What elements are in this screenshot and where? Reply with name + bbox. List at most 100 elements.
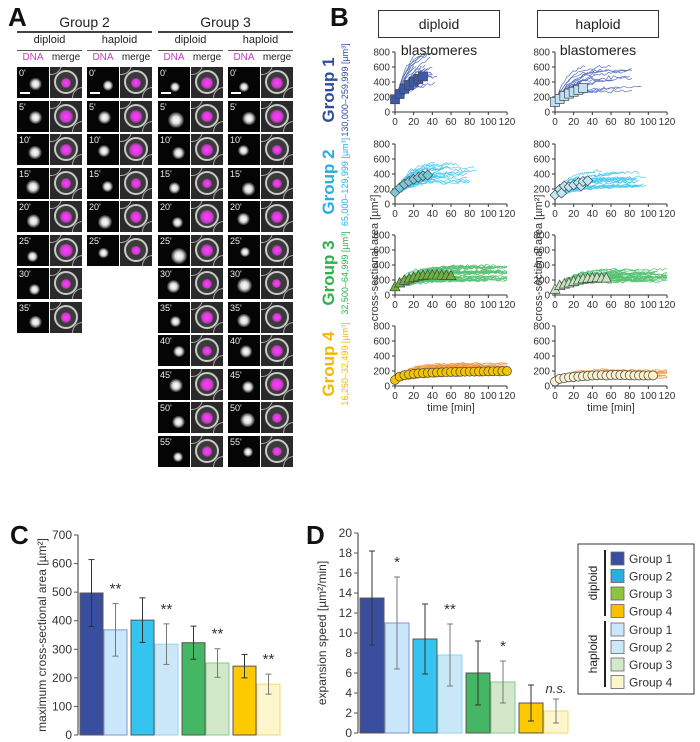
merge-image-tile: [191, 167, 223, 199]
nucleus-signal: [167, 279, 181, 293]
error-bar: [139, 597, 146, 643]
x-tick-label: 40: [587, 300, 599, 311]
timepoint-label: 25': [230, 235, 242, 246]
growth-plot: 0 200 400 600 800 0 20 40 60 80 100 120: [533, 140, 675, 221]
timepoint-label: 5': [19, 101, 26, 112]
dna-image-tile: 55': [158, 435, 190, 467]
dna-image-tile: 30': [228, 268, 260, 299]
nucleus-signal: [172, 146, 185, 160]
nucleus-signal: [98, 215, 112, 229]
error-bar: [163, 623, 170, 665]
nucleus-signal: [29, 315, 42, 328]
merge-image-tile: [261, 100, 293, 132]
merge-image-tile: [120, 167, 152, 199]
y-tick-label: 18: [339, 546, 353, 560]
x-tick-label: 60: [605, 391, 617, 402]
error-bar: [447, 623, 453, 687]
cell-outline: [195, 438, 219, 463]
dna-overlay: [271, 412, 283, 424]
timepoint-label: 55': [160, 436, 172, 447]
condition-underline: [158, 50, 223, 51]
y-tick-label: 800: [373, 140, 390, 151]
y-tick-label: 800: [373, 231, 390, 242]
nucleus-signal: [168, 182, 181, 194]
y-tick-label: 500: [52, 585, 72, 599]
x-tick-label: 100: [480, 209, 497, 220]
neighbor-cell: [283, 422, 293, 433]
dna-overlay: [60, 178, 72, 189]
x-tick-label: 100: [640, 209, 657, 220]
timepoint-label: 50': [160, 403, 172, 413]
y-tick-label: 200: [373, 185, 390, 196]
merge-channel-label: merge: [192, 52, 222, 63]
x-tick-label: 0: [552, 209, 558, 220]
legend-item-label: Group 2: [629, 570, 673, 584]
y-tick-label: 10: [339, 626, 353, 640]
nucleus-signal: [26, 214, 41, 228]
mean-marker: [582, 175, 594, 187]
trace-line: [554, 270, 626, 292]
merge-channel-label: merge: [121, 52, 151, 63]
significance-label: *: [394, 554, 400, 571]
panel-label-a: A: [8, 2, 27, 32]
timepoint-label: 55': [230, 436, 242, 447]
dna-image-tile: 35': [17, 301, 49, 333]
dna-image-tile: 5': [228, 100, 260, 132]
error-bar: [214, 648, 221, 678]
y-tick-label: 0: [544, 108, 550, 119]
dna-overlay: [200, 311, 214, 324]
condition-underline: [17, 50, 82, 51]
merge-image-tile: [191, 100, 223, 132]
x-tick-label: 80: [464, 300, 476, 311]
x-tick-label: 60: [445, 391, 457, 402]
x-tick-label: 40: [587, 391, 599, 402]
dna-image-tile: 15': [87, 167, 119, 199]
dna-overlay: [201, 144, 213, 156]
neighbor-cell: [72, 288, 82, 299]
merge-image-tile: [191, 67, 223, 98]
legend-swatch: [610, 657, 625, 672]
x-tick-label: 0: [552, 117, 558, 128]
column-header: haploid blastomeres: [537, 10, 659, 58]
dna-image-tile: 25': [17, 234, 49, 266]
x-tick-label: 80: [624, 209, 636, 220]
y-tick-label: 200: [533, 93, 550, 104]
x-tick-label: 60: [605, 300, 617, 311]
error-bar: [112, 603, 119, 657]
merge-image-tile: [261, 201, 293, 232]
dna-image-tile: 15': [17, 167, 49, 199]
error-bar: [88, 559, 95, 627]
timepoint-label: 10': [19, 135, 31, 145]
nucleus-signal: [170, 81, 181, 92]
x-tick-label: 120: [499, 209, 516, 220]
timepoint-label: 15': [160, 168, 172, 179]
significance-label: **: [263, 651, 275, 668]
merge-image-tile: [261, 167, 293, 199]
timepoint-label: 20': [89, 202, 101, 212]
timepoint-label: 15': [89, 168, 101, 179]
cell-outline: [195, 204, 219, 228]
legend-item-label: Group 4: [629, 605, 673, 619]
dna-overlay: [272, 312, 282, 323]
timepoint-label: 20': [160, 202, 172, 212]
x-tick-label: 80: [624, 117, 636, 128]
nucleus-signal: [102, 80, 114, 92]
growth-plot: 0 200 400 600 800 0 20 40 60 80 100 120: [373, 140, 515, 221]
row-group-label: Group 1: [319, 57, 338, 122]
merge-image-tile: [120, 67, 152, 98]
nucleus-signal: [237, 145, 249, 156]
x-tick-label: 40: [427, 391, 439, 402]
y-axis-label: cross-sectional area [µm²]: [533, 195, 545, 322]
error-bar: [422, 603, 428, 675]
x-tick-label: 120: [499, 117, 516, 128]
dna-overlay: [270, 109, 284, 124]
x-axis-label: time [min]: [587, 402, 635, 414]
dna-image-tile: 10': [158, 134, 190, 165]
y-tick-label: 8: [345, 646, 352, 660]
timepoint-label: 0': [230, 68, 237, 78]
x-tick-label: 0: [552, 391, 558, 402]
dna-overlay: [270, 377, 284, 392]
merge-image-tile: [120, 100, 152, 132]
dna-image-tile: 0': [17, 67, 49, 98]
significance-label: **: [212, 626, 224, 643]
